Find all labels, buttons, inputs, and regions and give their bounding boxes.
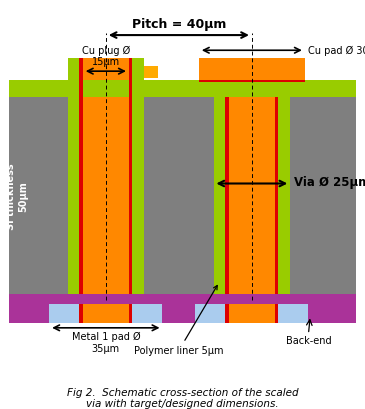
Bar bbox=[9, 98, 356, 294]
Bar bbox=[195, 305, 308, 323]
Bar bbox=[68, 98, 79, 294]
Bar bbox=[79, 305, 83, 323]
Bar bbox=[129, 58, 132, 98]
Bar bbox=[199, 80, 305, 83]
Bar bbox=[278, 98, 290, 294]
Bar bbox=[199, 81, 305, 98]
Bar bbox=[275, 98, 278, 294]
Bar bbox=[129, 305, 132, 323]
Bar bbox=[9, 294, 356, 323]
Bar bbox=[79, 58, 83, 98]
Bar bbox=[275, 305, 278, 323]
Text: Polymer liner 5μm: Polymer liner 5μm bbox=[134, 286, 224, 355]
Bar bbox=[129, 98, 132, 294]
Text: Cu pad Ø 30μm: Cu pad Ø 30μm bbox=[308, 45, 365, 55]
Bar bbox=[83, 305, 129, 323]
Bar bbox=[132, 58, 144, 98]
Bar bbox=[83, 98, 129, 294]
Bar bbox=[9, 81, 356, 98]
Bar bbox=[79, 98, 83, 294]
Bar bbox=[214, 98, 225, 294]
Bar bbox=[225, 305, 229, 323]
Text: Pitch = 40μm: Pitch = 40μm bbox=[132, 18, 226, 31]
Bar bbox=[229, 98, 275, 294]
Bar bbox=[68, 58, 79, 98]
Bar bbox=[49, 305, 162, 323]
Text: Fig 2.  Schematic cross-section of the scaled
via with target/designed dimension: Fig 2. Schematic cross-section of the sc… bbox=[67, 387, 298, 408]
Bar bbox=[144, 67, 158, 79]
Bar bbox=[83, 58, 129, 81]
Bar bbox=[132, 98, 144, 294]
Bar bbox=[229, 305, 275, 323]
Text: Metal 1 pad Ø
35μm: Metal 1 pad Ø 35μm bbox=[72, 331, 140, 353]
Text: Si thickness
50μm: Si thickness 50μm bbox=[6, 163, 28, 229]
Text: Via Ø 25μm: Via Ø 25μm bbox=[294, 175, 365, 189]
Bar bbox=[225, 98, 229, 294]
Text: Back-end: Back-end bbox=[286, 335, 331, 345]
Text: Cu plug Ø
15μm: Cu plug Ø 15μm bbox=[82, 45, 130, 67]
Bar bbox=[199, 58, 305, 81]
